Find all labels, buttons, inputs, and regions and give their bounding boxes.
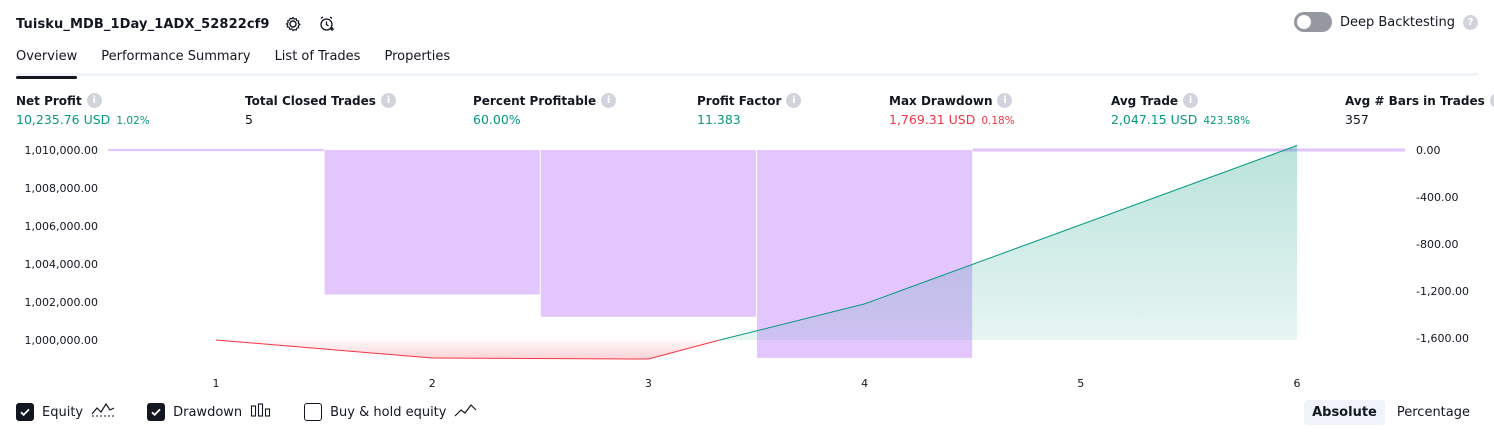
metric-value: 1,769.31 USD — [889, 112, 976, 127]
info-icon[interactable]: i — [380, 93, 396, 108]
buy-hold-checkbox[interactable] — [304, 403, 323, 421]
equity-line-icon — [91, 402, 115, 422]
metric-net-profit: Net Profit i 10,235.76 USD 1.02% — [16, 93, 150, 127]
right-axis-tick-label: -800.00 — [1416, 238, 1458, 251]
right-axis-tick-label: 0.00 — [1416, 144, 1441, 157]
x-axis-tick-label: 6 — [1294, 377, 1301, 390]
equity-line-segment — [215, 339, 433, 359]
legend-label: Drawdown — [173, 404, 243, 420]
x-axis-tick-label: 4 — [861, 377, 868, 390]
equity-line-segment — [432, 357, 649, 360]
metric-value: 5 — [245, 112, 253, 127]
deep-backtesting-label: Deep Backtesting — [1339, 14, 1455, 30]
info-icon[interactable]: i — [997, 93, 1013, 108]
left-axis-tick-label: 1,010,000.00 — [25, 144, 98, 157]
metric-label: Max Drawdown — [889, 93, 993, 108]
metric-label: Total Closed Trades — [245, 93, 376, 108]
metric-sub-value: 423.58% — [1203, 115, 1251, 127]
legend-equity[interactable]: Equity — [16, 402, 115, 422]
deep-backtesting: Deep Backtesting ? — [1293, 12, 1478, 32]
x-axis-tick-label: 2 — [429, 377, 436, 390]
metric-label: Avg # Bars in Trades — [1345, 93, 1485, 108]
left-axis-tick-label: 1,006,000.00 — [25, 220, 98, 233]
tab-bar: Overview Performance Summary List of Tra… — [16, 46, 1478, 79]
strategy-header: Tuisku_MDB_1Day_1ADX_52822cf9 — [16, 10, 338, 38]
tab-properties[interactable]: Properties — [384, 49, 451, 64]
equity-chart[interactable]: 1,000,000.00 1,002,000.00 1,004,000.00 1,00… — [0, 140, 1494, 395]
buy-hold-line-icon — [454, 402, 478, 422]
drawdown-bar — [324, 150, 540, 295]
drawdown-bars-icon — [250, 402, 272, 422]
alarm-clock-add-icon[interactable] — [316, 13, 338, 35]
equity-line-segment — [648, 339, 720, 360]
equity-line-segment — [864, 145, 1298, 305]
info-icon[interactable]: i — [1489, 93, 1494, 108]
x-axis-tick-label: 1 — [213, 377, 220, 390]
right-axis-tick-label: -1,600.00 — [1416, 332, 1469, 345]
metric-value: 11.383 — [697, 112, 741, 127]
mode-switch: Absolute Percentage — [1304, 400, 1478, 425]
gear-icon[interactable] — [282, 13, 304, 35]
metric-value: 10,235.76 USD — [16, 112, 111, 127]
x-axis-tick-label: 3 — [645, 377, 652, 390]
metric-label: Percent Profitable — [473, 93, 597, 108]
metric-value: 60.00% — [473, 112, 521, 127]
right-axis-tick-label: -1,200.00 — [1416, 285, 1469, 298]
info-icon[interactable]: i — [601, 93, 617, 108]
left-axis-tick-label: 1,002,000.00 — [25, 296, 98, 309]
left-axis-tick-label: 1,008,000.00 — [25, 182, 98, 195]
metric-label: Net Profit — [16, 93, 82, 108]
info-icon[interactable]: i — [1183, 93, 1199, 108]
metric-percent-profitable: Percent Profitable i 60.00% — [473, 93, 617, 127]
legend-drawdown[interactable]: Drawdown — [147, 402, 272, 422]
info-icon[interactable]: i — [786, 93, 802, 108]
metric-value: 357 — [1345, 112, 1369, 127]
x-axis-tick-label: 5 — [1077, 377, 1084, 390]
deep-backtesting-toggle[interactable] — [1293, 12, 1332, 32]
absolute-button[interactable]: Absolute — [1304, 400, 1385, 425]
metric-label: Profit Factor — [697, 93, 782, 108]
chart-legend: Equity Drawdown Buy & hold equity — [16, 402, 478, 422]
metric-avg-bars: Avg # Bars in Trades i 357 — [1345, 93, 1494, 127]
strategy-name: Tuisku_MDB_1Day_1ADX_52822cf9 — [16, 16, 270, 32]
legend-label: Buy & hold equity — [330, 404, 447, 420]
left-axis-tick-label: 1,000,000.00 — [25, 334, 98, 347]
equity-checkbox[interactable] — [16, 403, 34, 421]
metric-total-closed-trades: Total Closed Trades i 5 — [245, 93, 396, 127]
legend-label: Equity — [42, 404, 84, 420]
legend-buy-hold[interactable]: Buy & hold equity — [304, 402, 478, 422]
metric-profit-factor: Profit Factor i 11.383 — [697, 93, 802, 127]
metric-sub-value: 0.18% — [981, 115, 1015, 127]
drawdown-bar — [540, 150, 756, 317]
metric-label: Avg Trade — [1111, 93, 1179, 108]
info-icon[interactable]: i — [86, 93, 102, 108]
equity-loss-area — [216, 340, 720, 359]
equity-line-segment — [719, 303, 865, 341]
help-icon[interactable]: ? — [1463, 14, 1478, 30]
left-axis-tick-label: 1,004,000.00 — [25, 258, 98, 271]
metric-max-drawdown: Max Drawdown i 1,769.31 USD 0.18% — [889, 93, 1015, 127]
tab-overview[interactable]: Overview — [16, 46, 78, 79]
tab-list-of-trades[interactable]: List of Trades — [274, 49, 361, 64]
tab-performance-summary[interactable]: Performance Summary — [101, 49, 251, 64]
metric-sub-value: 1.02% — [116, 115, 150, 127]
percentage-button[interactable]: Percentage — [1396, 405, 1470, 420]
right-axis-tick-label: -400.00 — [1416, 191, 1458, 204]
metric-avg-trade: Avg Trade i 2,047.15 USD 423.58% — [1111, 93, 1250, 127]
metric-value: 2,047.15 USD — [1111, 112, 1198, 127]
equity-profit-area — [719, 145, 1297, 340]
drawdown-checkbox[interactable] — [147, 403, 166, 421]
